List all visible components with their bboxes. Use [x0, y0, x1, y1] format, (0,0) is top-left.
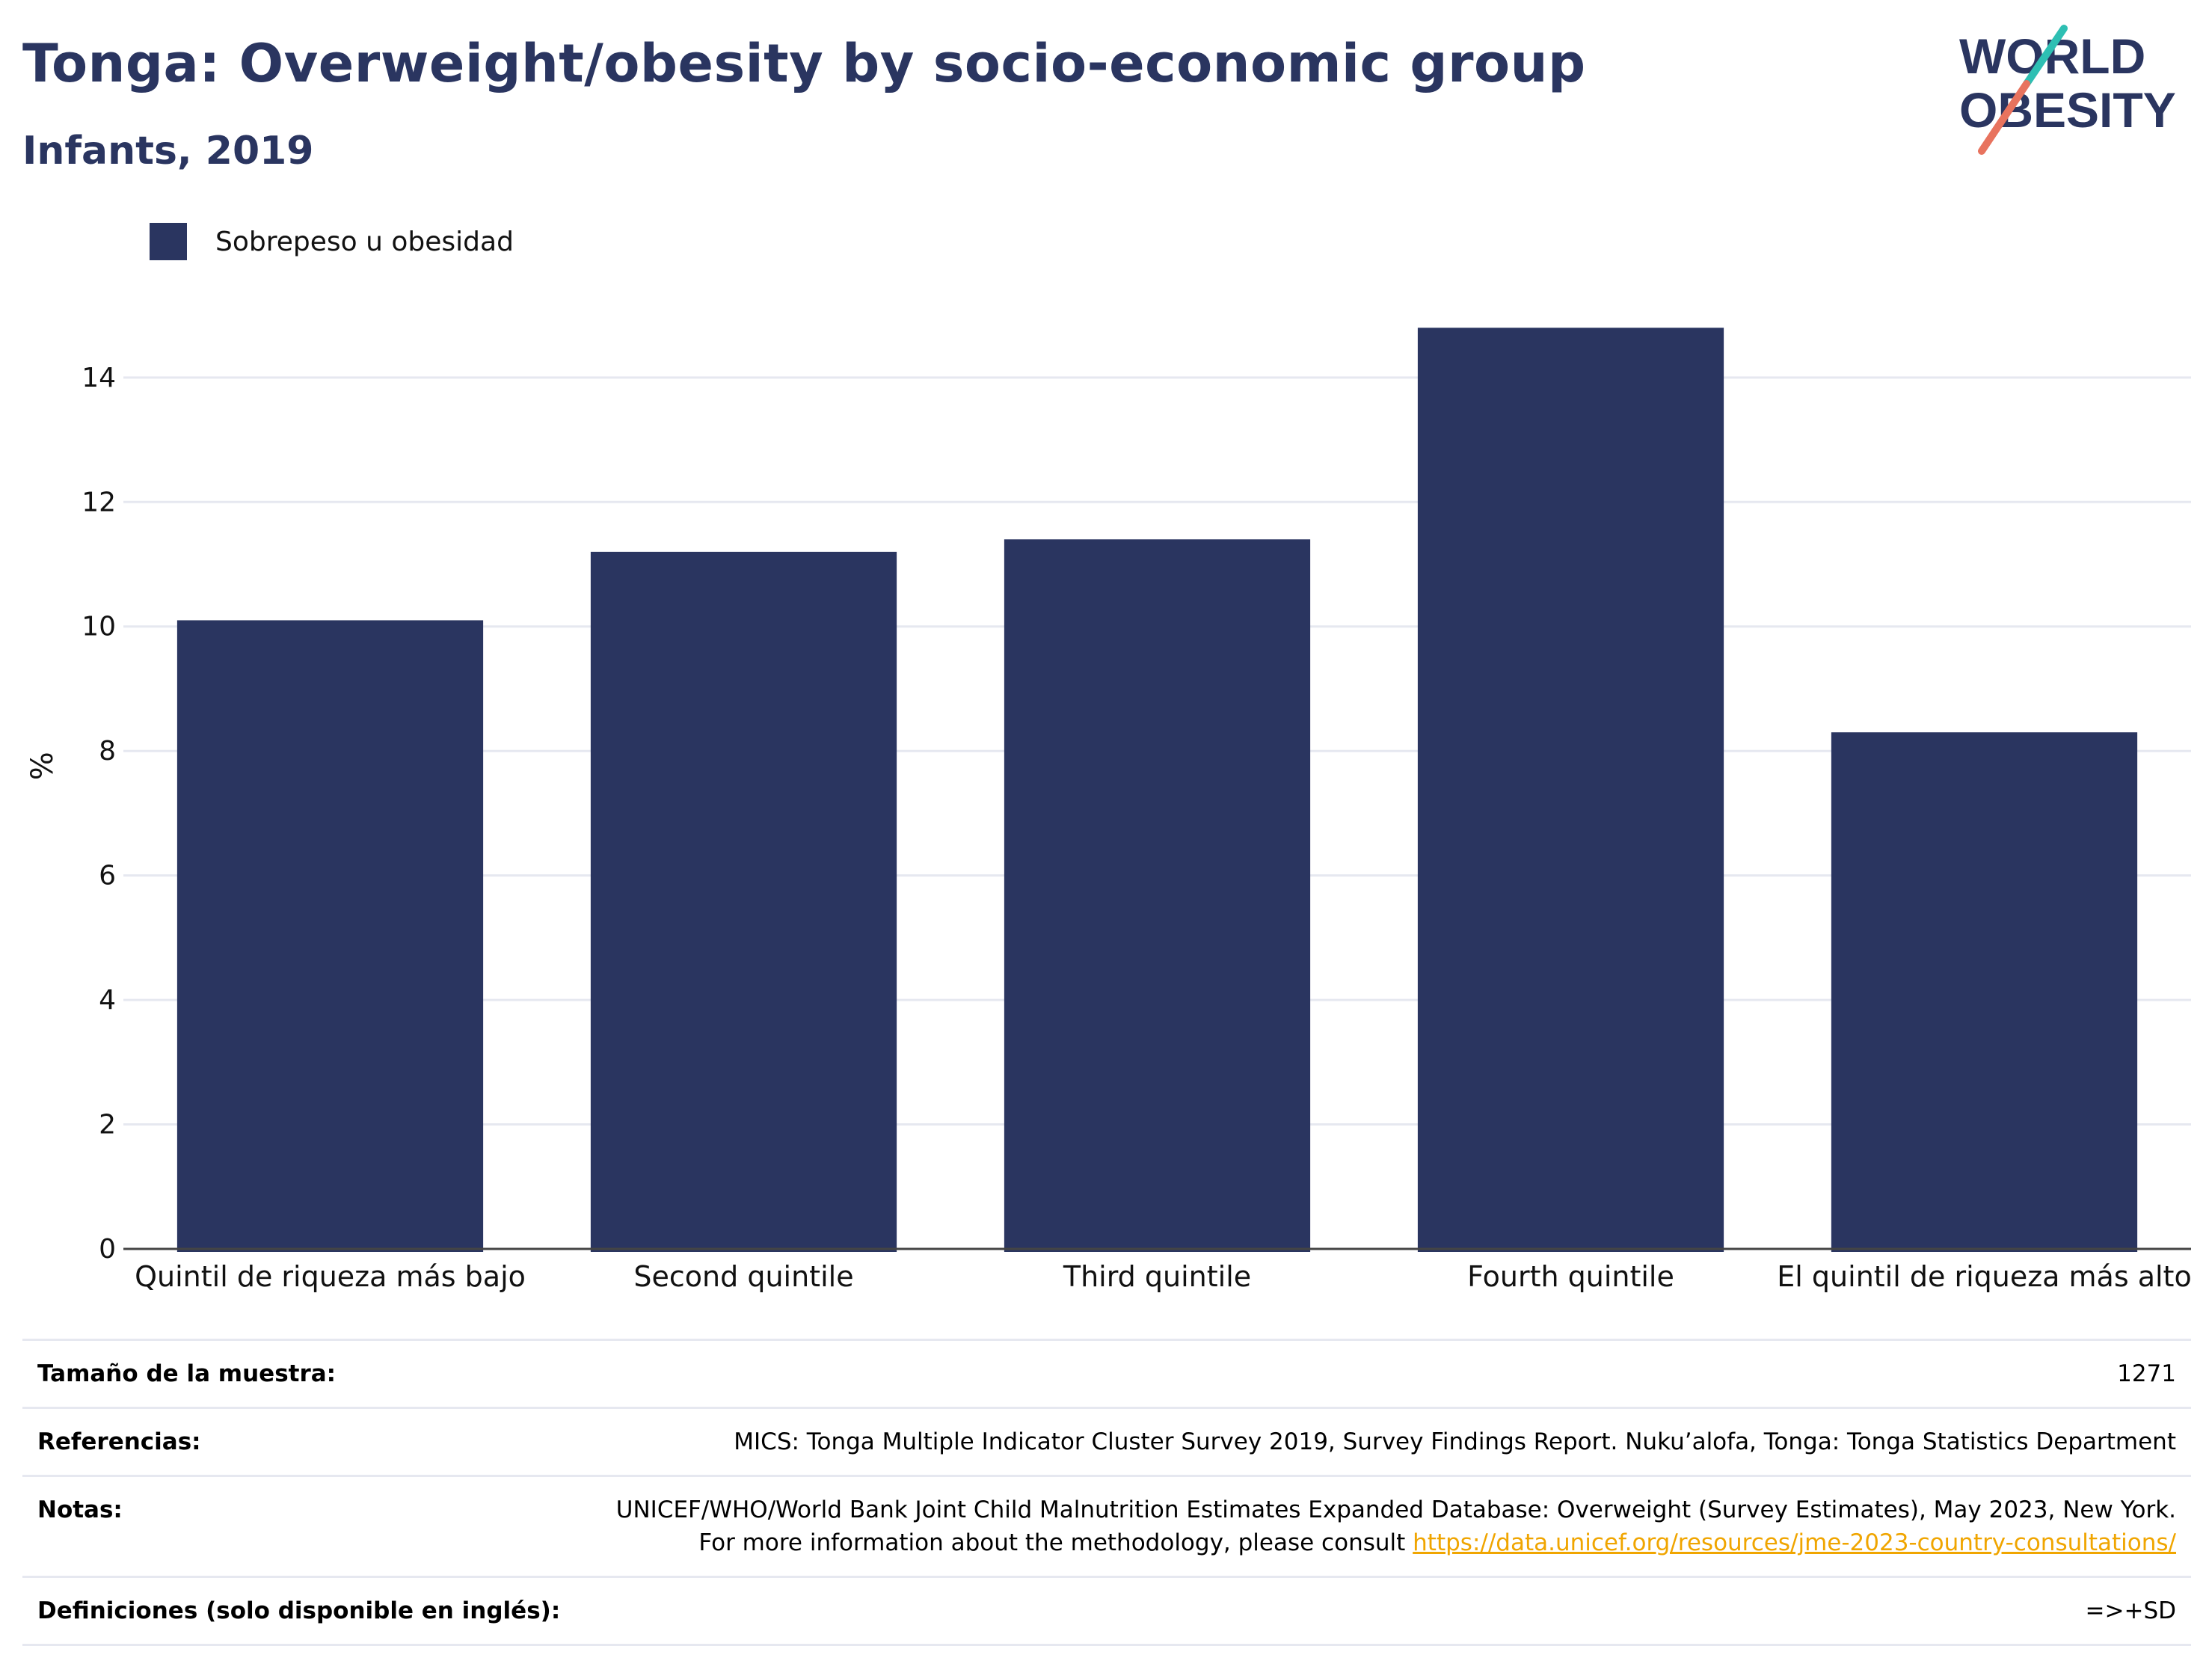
- sample-size-label: Tamaño de la muestra:: [22, 1339, 576, 1409]
- y-tick-label: 12: [82, 487, 116, 518]
- notes-label: Notas:: [22, 1475, 576, 1578]
- chart-legend: Sobrepeso u obesidad: [150, 223, 514, 260]
- references-value: MICS: Tonga Multiple Indicator Cluster S…: [576, 1407, 2191, 1477]
- definitions-label: Definiciones (solo disponible en inglés)…: [22, 1576, 576, 1646]
- references-row: Referencias: MICS: Tonga Multiple Indica…: [22, 1407, 2191, 1477]
- x-tick-label: Quintil de riqueza más bajo: [135, 1260, 526, 1293]
- svg-text:WORLD: WORLD: [1959, 28, 2145, 84]
- y-tick-label: 2: [99, 1110, 116, 1140]
- notes-link[interactable]: https://data.unicef.org/resources/jme-20…: [1413, 1529, 2176, 1556]
- bar: [1831, 732, 2138, 1252]
- definitions-row: Definiciones (solo disponible en inglés)…: [22, 1576, 2191, 1646]
- bar: [1417, 328, 1724, 1252]
- legend-label: Sobrepeso u obesidad: [215, 226, 514, 257]
- notes-row: Notas: UNICEF/WHO/World Bank Joint Child…: [22, 1475, 2191, 1578]
- x-tick-label: Third quintile: [1063, 1260, 1251, 1293]
- references-label: Referencias:: [22, 1407, 576, 1477]
- notes-value: UNICEF/WHO/World Bank Joint Child Malnut…: [576, 1475, 2191, 1578]
- sample-size-value: 1271: [576, 1339, 2191, 1409]
- metadata-table: Tamaño de la muestra: 1271 Referencias: …: [22, 1339, 2191, 1646]
- y-tick-label: 10: [82, 612, 116, 642]
- y-tick-label: 4: [99, 985, 116, 1016]
- notes-text: UNICEF/WHO/World Bank Joint Child Malnut…: [615, 1496, 2176, 1556]
- x-tick-label: Second quintile: [633, 1260, 853, 1293]
- y-tick-label: 6: [99, 861, 116, 891]
- chart-title: Tonga: Overweight/obesity by socio-econo…: [22, 33, 1586, 94]
- y-tick-label: 8: [99, 736, 116, 767]
- y-tick-label: 0: [99, 1234, 116, 1265]
- legend-swatch: [150, 223, 187, 260]
- y-tick-label: 14: [82, 363, 116, 393]
- bar: [1004, 539, 1311, 1252]
- bar: [176, 620, 484, 1252]
- sample-size-row: Tamaño de la muestra: 1271: [22, 1339, 2191, 1409]
- x-tick-label: Fourth quintile: [1467, 1260, 1674, 1293]
- y-axis-label: %: [25, 752, 60, 780]
- chart-subtitle: Infants, 2019: [22, 129, 314, 174]
- bar: [590, 551, 897, 1252]
- bar-chart: 0 2 4 6 8 10 12 14 Quintil de riqueza más bajo Se…: [25, 328, 2192, 1293]
- x-tick-label: El quintil de riqueza más alto: [1777, 1260, 2191, 1293]
- definitions-value: =>+SD: [576, 1576, 2191, 1646]
- world-obesity-logo: WORLD OBESITY: [1959, 25, 2176, 155]
